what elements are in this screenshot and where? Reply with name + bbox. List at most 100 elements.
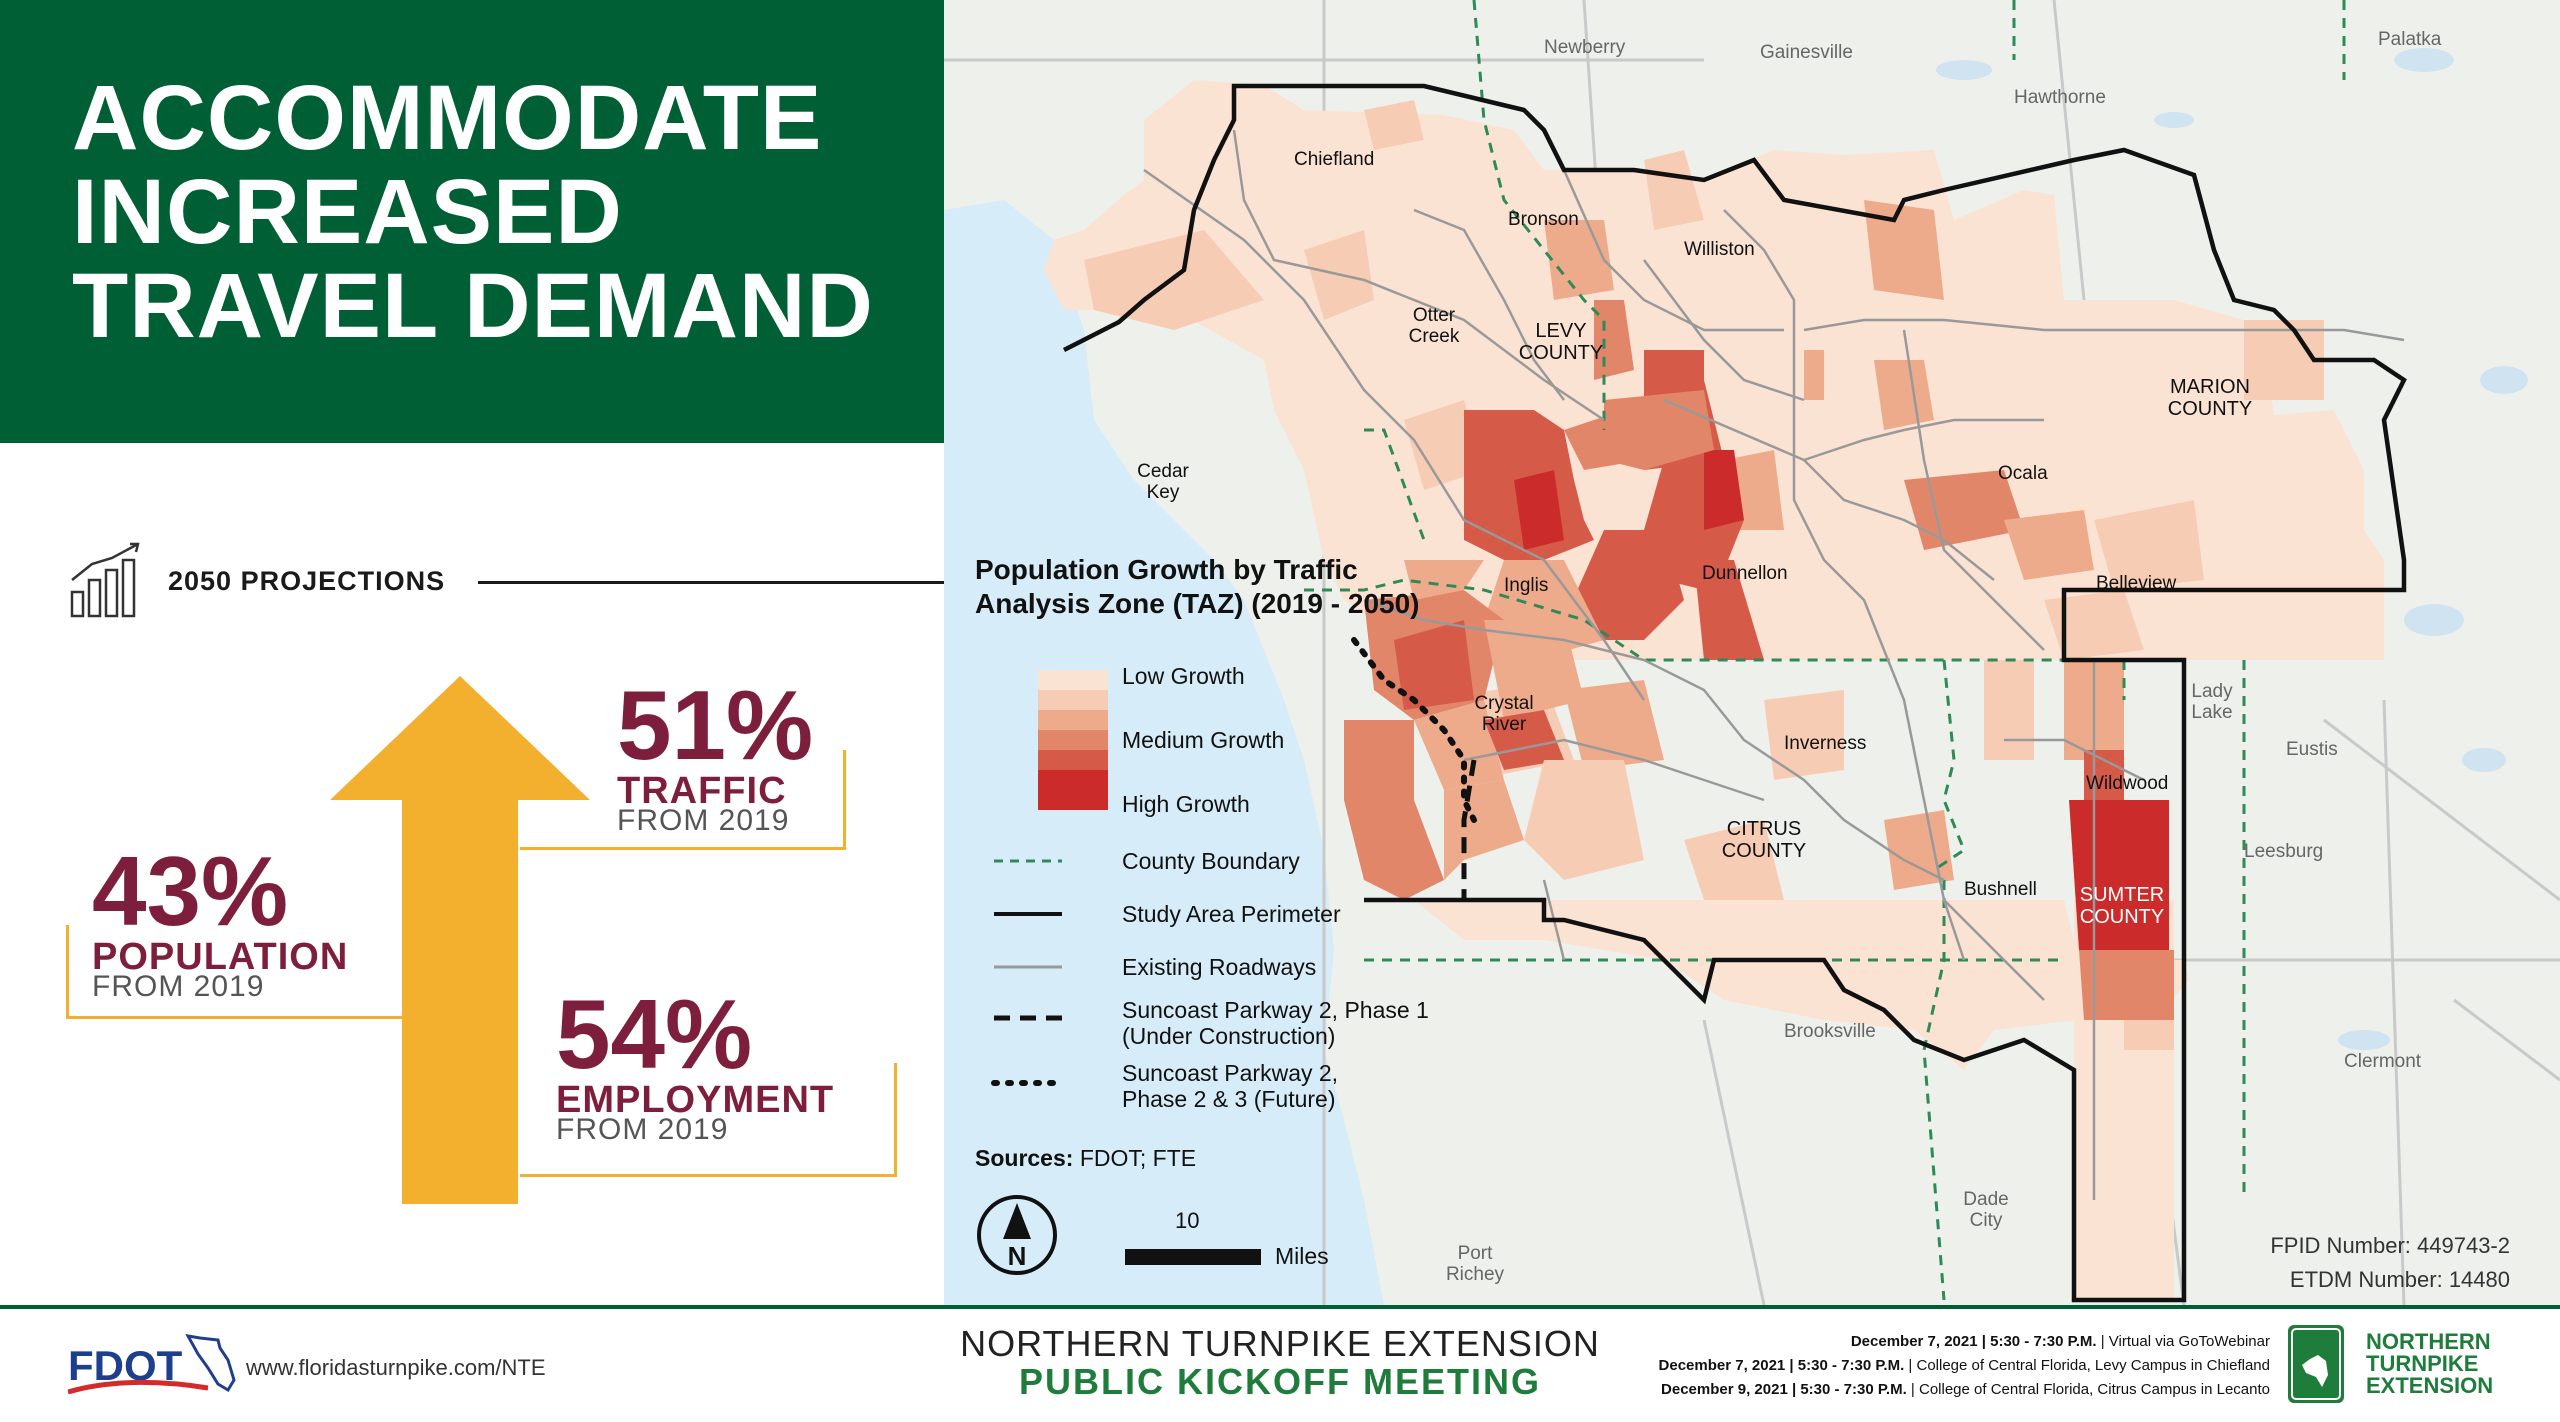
traffic-stat: 51% TRAFFIC FROM 2019 bbox=[617, 676, 857, 846]
population-from: FROM 2019 bbox=[92, 970, 265, 1003]
county-levy: LEVY COUNTY bbox=[1518, 320, 1604, 364]
map-legend: Population Growth by Traffic Analysis Zo… bbox=[975, 553, 1475, 1275]
place-clermont: Clermont bbox=[2344, 1051, 2422, 1072]
fpid-number: FPID Number: 449743-2 bbox=[2270, 1233, 2510, 1258]
county-marion: MARION COUNTY bbox=[2167, 376, 2253, 420]
scale-unit: Miles bbox=[1275, 1243, 1329, 1269]
projections-divider bbox=[478, 581, 960, 584]
schedule-date-3: December 9, 2021 | 5:30 - 7:30 P.M. bbox=[1661, 1381, 1907, 1398]
legend-study-area: Study Area Perimeter bbox=[1122, 901, 1341, 927]
place-dade-city: Dade City bbox=[1963, 1189, 2009, 1231]
study-area-map bbox=[944, 0, 2560, 1305]
legend-sources: Sources: FDOT; FTE bbox=[975, 1145, 1196, 1172]
traffic-bracket bbox=[520, 750, 846, 850]
sources-label: Sources: bbox=[975, 1145, 1074, 1171]
traffic-from: FROM 2019 bbox=[617, 804, 790, 837]
employment-stat: 54% EMPLOYMENT FROM 2019 bbox=[556, 985, 896, 1165]
place-eustis: Eustis bbox=[2286, 739, 2338, 760]
citrus-growth bbox=[1344, 560, 1644, 900]
place-inverness: Inverness bbox=[1784, 733, 1867, 754]
population-stat: 43% POPULATION FROM 2019 bbox=[92, 842, 412, 1022]
nte-logo-text: NORTHERN TURNPIKE EXTENSION bbox=[2366, 1331, 2493, 1397]
schedule-date-1: December 7, 2021 | 5:30 - 7:30 P.M. bbox=[1850, 1333, 2097, 1350]
employment-label: EMPLOYMENT bbox=[556, 1079, 835, 1121]
legend-low-growth: Low Growth bbox=[1122, 663, 1245, 689]
suncoast-phase-1 bbox=[1461, 759, 1477, 900]
legend-medium-growth: Medium Growth bbox=[1122, 727, 1285, 753]
county-citrus: CITRUS COUNTY bbox=[1721, 818, 1807, 862]
bar-chart-icon bbox=[70, 542, 140, 618]
place-newberry: Newberry bbox=[1544, 37, 1626, 58]
etdm-number: ETDM Number: 14480 bbox=[2289, 1267, 2510, 1292]
county-boundaries bbox=[1304, 0, 2346, 1301]
legend-roadways: Existing Roadways bbox=[1122, 954, 1317, 980]
projections-header: 2050 PROJECTIONS bbox=[68, 540, 960, 620]
sources-value: FDOT; FTE bbox=[1079, 1145, 1197, 1171]
lakes bbox=[1936, 48, 2528, 1050]
fdot-logo-icon: FDOT bbox=[68, 1334, 236, 1395]
schedule-place-1: | Virtual via GoToWebinar bbox=[2096, 1333, 2270, 1350]
place-palatka: Palatka bbox=[2378, 29, 2442, 50]
place-dunnellon: Dunnellon bbox=[1702, 563, 1788, 584]
website-link[interactable]: www.floridasturnpike.com/NTE bbox=[246, 1355, 546, 1380]
study-area-south bbox=[1414, 900, 2189, 1070]
title-line-3: TRAVEL DEMAND bbox=[72, 255, 874, 357]
turnpike-logo-icon bbox=[2288, 1325, 2344, 1403]
nte-logo-line-1: NORTHERN bbox=[2366, 1329, 2491, 1354]
place-gainesville: Gainesville bbox=[1760, 42, 1853, 63]
legend-suncoast-phase-1: Suncoast Parkway 2, Phase 1 (Under Const… bbox=[1122, 997, 1429, 1049]
project-name: NORTHERN TURNPIKE EXTENSION bbox=[960, 1323, 1600, 1364]
place-brooksville: Brooksville bbox=[1784, 1021, 1876, 1042]
county-sumter: SUMTER COUNTY bbox=[2079, 884, 2165, 928]
study-area-perimeter bbox=[1062, 83, 2407, 1303]
place-otter-creek: Otter Creek bbox=[1408, 305, 1460, 347]
legend-title: Population Growth by Traffic Analysis Zo… bbox=[975, 554, 1420, 619]
ocala-growth bbox=[1464, 390, 1764, 660]
legend-suncoast-phase-2-3: Suncoast Parkway 2, Phase 2 & 3 (Future) bbox=[1122, 1060, 1339, 1112]
population-bracket bbox=[66, 925, 406, 1019]
legend-county-boundary: County Boundary bbox=[1122, 848, 1300, 874]
employment-percent: 54% bbox=[556, 979, 753, 1089]
place-chiefland: Chiefland bbox=[1294, 149, 1375, 170]
place-cedar-key: Cedar Key bbox=[1137, 461, 1189, 503]
title-line-2: INCREASED bbox=[72, 161, 623, 263]
traffic-percent: 51% bbox=[617, 670, 814, 780]
schedule-place-2: | College of Central Florida, Levy Campu… bbox=[1904, 1357, 2270, 1374]
place-williston: Williston bbox=[1684, 239, 1755, 260]
place-ocala: Ocala bbox=[1998, 463, 2048, 484]
scale-value: 10 bbox=[1175, 1208, 1200, 1233]
employment-bracket bbox=[520, 1063, 897, 1177]
place-inglis: Inglis bbox=[1504, 575, 1549, 596]
place-bronson: Bronson bbox=[1508, 209, 1579, 230]
nte-logo-line-2: TURNPIKE bbox=[2366, 1351, 2479, 1376]
north-label: N bbox=[1008, 1241, 1027, 1271]
place-lady-lake: Lady Lake bbox=[2191, 681, 2233, 723]
map-panel[interactable]: Newberry Gainesville Palatka Hawthorne C… bbox=[944, 0, 2560, 1305]
title-banner: ACCOMMODATE INCREASED TRAVEL DEMAND bbox=[0, 0, 944, 443]
place-leesburg: Leesburg bbox=[2244, 841, 2324, 862]
footer: FDOT www.floridasturnpike.com/NTE NORTHE… bbox=[0, 1305, 2560, 1422]
schedule-date-2: December 7, 2021 | 5:30 - 7:30 P.M. bbox=[1658, 1357, 1905, 1374]
traffic-label: TRAFFIC bbox=[617, 770, 787, 812]
place-port-richey: Port Richey bbox=[1445, 1243, 1505, 1285]
place-crystal-river: Crystal River bbox=[1474, 693, 1534, 735]
growth-arrow-icon bbox=[330, 676, 590, 1204]
existing-roadways bbox=[1143, 129, 2405, 1200]
schedule-item-2: December 7, 2021 | 5:30 - 7:30 P.M. | Co… bbox=[1659, 1357, 2270, 1374]
left-panel: ACCOMMODATE INCREASED TRAVEL DEMAND 2050… bbox=[0, 0, 960, 1305]
population-percent: 43% bbox=[92, 836, 289, 946]
schedule-item-3: December 9, 2021 | 5:30 - 7:30 P.M. | Co… bbox=[1661, 1381, 2270, 1398]
gulf-water bbox=[944, 200, 1384, 1305]
title-line-1: ACCOMMODATE bbox=[72, 67, 823, 169]
nte-logo-line-3: EXTENSION bbox=[2366, 1373, 2494, 1398]
north-arrow-icon: N bbox=[977, 1195, 1057, 1275]
suncoast-phase-2-3 bbox=[1351, 637, 1477, 823]
meeting-name: PUBLIC KICKOFF MEETING bbox=[1019, 1361, 1541, 1402]
projections-label: 2050 PROJECTIONS bbox=[168, 566, 446, 596]
schedule-place-3: | College of Central Florida, Citrus Cam… bbox=[1906, 1381, 2270, 1398]
place-wildwood: Wildwood bbox=[2086, 773, 2169, 794]
footer-divider bbox=[0, 1305, 2560, 1309]
legend-high-growth: High Growth bbox=[1122, 791, 1250, 817]
population-label: POPULATION bbox=[92, 936, 349, 978]
legend-swatches bbox=[991, 670, 1108, 1086]
